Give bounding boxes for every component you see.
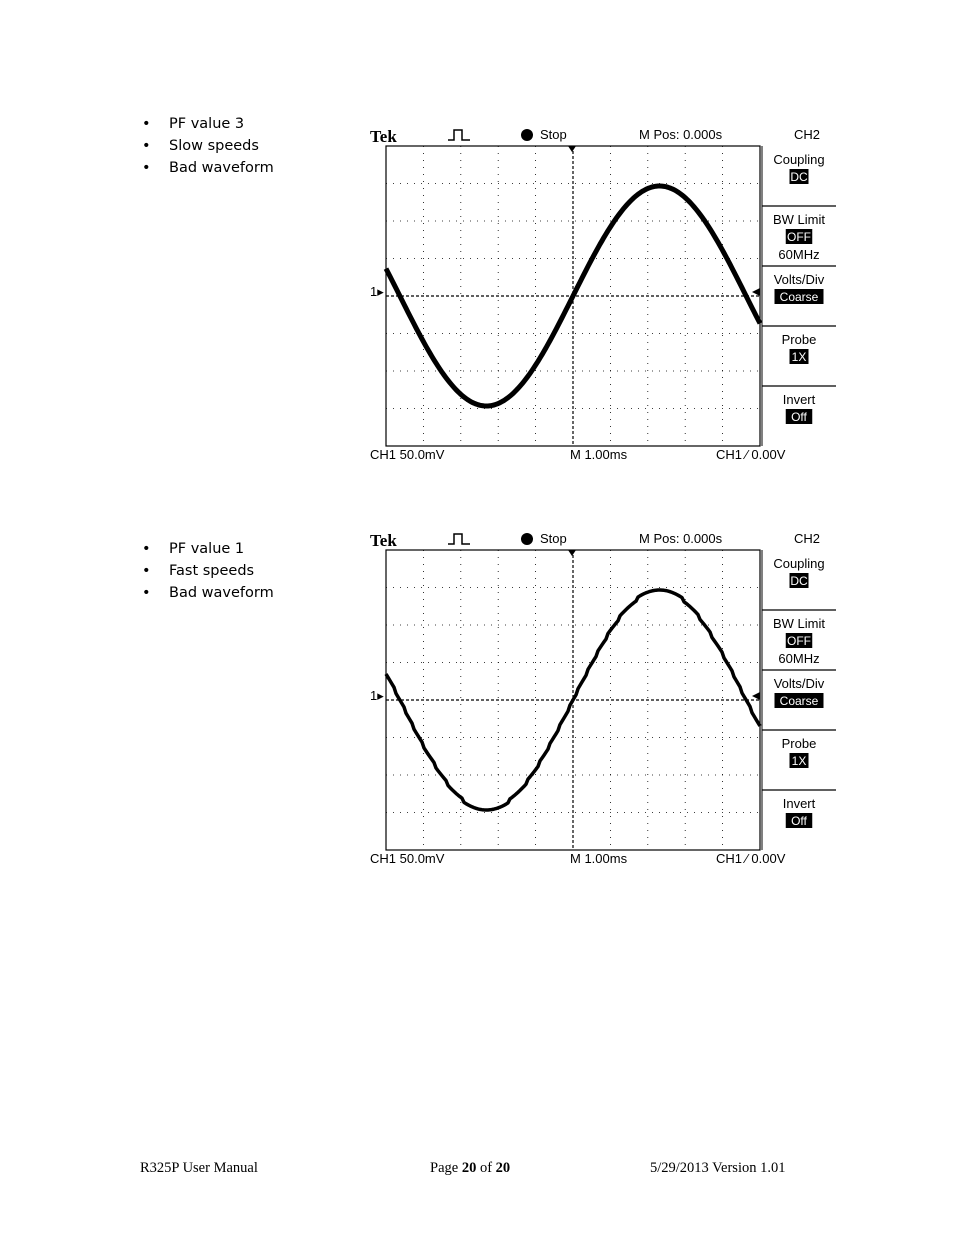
- graticule: [383, 145, 763, 447]
- list-item: Bad waveform: [140, 582, 274, 604]
- graticule: [384, 549, 762, 851]
- menu-label[interactable]: Coupling: [773, 556, 824, 571]
- menu-value-highlight: [774, 693, 824, 708]
- channel-label: CH2: [794, 531, 820, 546]
- timebase: M 1.00ms: [570, 851, 628, 866]
- list-item: PF value 1: [140, 538, 274, 560]
- menu-value-highlight: [789, 349, 809, 364]
- menu-label[interactable]: Volts/Div: [774, 676, 825, 691]
- menu-value: OFF: [787, 634, 811, 648]
- page-prefix: Page: [430, 1160, 462, 1176]
- menu-value-highlight: [789, 573, 809, 588]
- run-state: Stop: [540, 531, 567, 546]
- list-item: Fast speeds: [140, 560, 274, 582]
- bullet-list-2: PF value 1 Fast speeds Bad waveform: [140, 538, 274, 604]
- menu-value: 1X: [792, 754, 807, 768]
- menu-extra: 60MHz: [778, 247, 819, 262]
- menu-value: 1X: [792, 350, 807, 364]
- menu-value: Off: [791, 410, 807, 424]
- list-item: Slow speeds: [140, 135, 274, 157]
- list-item: Bad waveform: [140, 157, 274, 179]
- menu-value-highlight: [785, 633, 813, 648]
- ch-scale: CH1 50.0mV: [370, 447, 445, 462]
- bullet-list-1: PF value 3 Slow speeds Bad waveform: [140, 113, 274, 179]
- menu-value-highlight: [785, 229, 813, 244]
- side-menu: Coupling DC BW Limit OFF 60MHz Volts/Div Coars…: [761, 146, 836, 446]
- scope-brand: Tek: [370, 531, 397, 550]
- run-state: Stop: [540, 127, 567, 142]
- menu-value-highlight: [785, 409, 813, 424]
- list-item: PF value 3: [140, 113, 274, 135]
- menu-label[interactable]: Probe: [782, 736, 817, 751]
- menu-value: Coarse: [780, 694, 819, 708]
- menu-value: Coarse: [780, 290, 819, 304]
- ref-marker: 1▸: [370, 688, 384, 703]
- oscilloscope-screenshot-1: Tek Stop M Pos: 0.000s CH2 1▸ Coupling DC…: [368, 122, 838, 462]
- menu-label[interactable]: BW Limit: [773, 616, 825, 631]
- footer-title: R325P User Manual: [140, 1160, 258, 1176]
- trigger-readout: CH1 ∕ 0.00V: [716, 447, 786, 462]
- menu-value: DC: [790, 574, 808, 588]
- trigger-position-icon: [568, 550, 576, 556]
- page-total: 20: [495, 1160, 511, 1176]
- trigger-level-icon: [752, 692, 760, 700]
- trigger-pulse-icon: [448, 129, 470, 141]
- record-dot-icon: [521, 533, 533, 545]
- scope-brand: Tek: [370, 127, 397, 146]
- ref-marker: 1▸: [370, 284, 384, 299]
- record-dot-icon: [521, 129, 533, 141]
- menu-label[interactable]: Volts/Div: [774, 272, 825, 287]
- side-menu: Coupling DC BW Limit OFF 60MHz Volts/Div Coars…: [761, 550, 836, 850]
- menu-label[interactable]: Coupling: [773, 152, 824, 167]
- menu-label[interactable]: Invert: [783, 392, 816, 407]
- channel-label: CH2: [794, 127, 820, 142]
- trigger-position-icon: [568, 146, 576, 152]
- page-number: 20: [461, 1160, 477, 1176]
- menu-value-highlight: [789, 753, 809, 768]
- m-pos: M Pos: 0.000s: [639, 127, 723, 142]
- timebase: M 1.00ms: [570, 447, 628, 462]
- footer-page: Page 20 of 20: [430, 1160, 510, 1177]
- menu-label[interactable]: Invert: [783, 796, 816, 811]
- menu-value-highlight: [789, 169, 809, 184]
- menu-value-highlight: [785, 813, 813, 828]
- ch-scale: CH1 50.0mV: [370, 851, 445, 866]
- footer-version: 5/29/2013 Version 1.01: [650, 1160, 786, 1176]
- oscilloscope-screenshot-2: Tek Stop M Pos: 0.000s CH2 1▸ Coupling DC…: [368, 526, 838, 866]
- trigger-level-icon: [752, 288, 760, 296]
- waveform-trace: [384, 588, 762, 812]
- menu-extra: 60MHz: [778, 651, 819, 666]
- menu-label[interactable]: BW Limit: [773, 212, 825, 227]
- page-of: of: [476, 1160, 496, 1176]
- m-pos: M Pos: 0.000s: [639, 531, 723, 546]
- trigger-pulse-icon: [448, 533, 470, 545]
- menu-value-highlight: [774, 289, 824, 304]
- waveform-trace: [383, 183, 763, 409]
- menu-label[interactable]: Probe: [782, 332, 817, 347]
- menu-value: OFF: [787, 230, 811, 244]
- trigger-readout: CH1 ∕ 0.00V: [716, 851, 786, 866]
- menu-value: DC: [790, 170, 808, 184]
- menu-value: Off: [791, 814, 807, 828]
